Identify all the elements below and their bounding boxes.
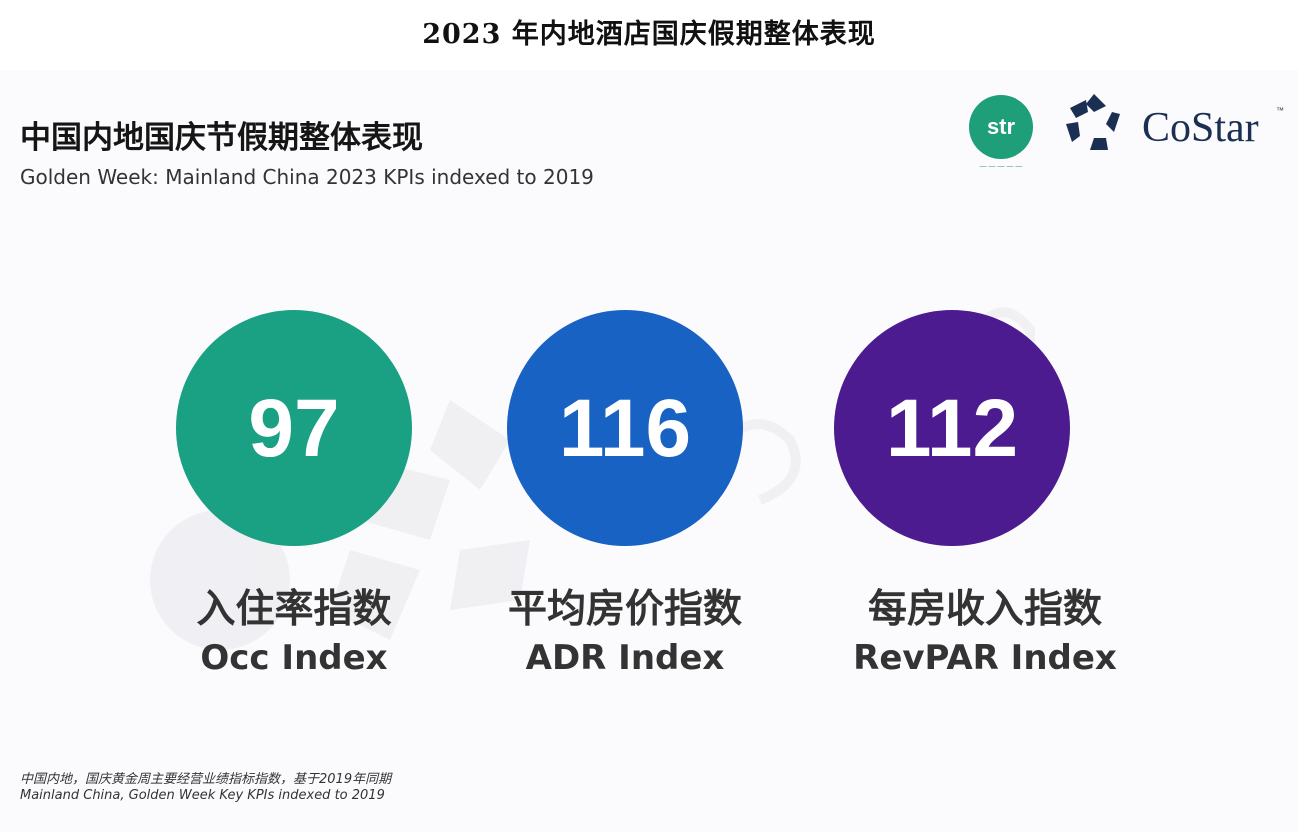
page-title: 2023 年内地酒店国庆假期整体表现 (422, 19, 876, 50)
footnote-en: Mainland China, Golden Week Key KPIs ind… (20, 788, 385, 803)
kpi-value-0: 97 (248, 383, 339, 474)
kpi-label-en-occ: Occ Index (200, 638, 388, 678)
slide: 中国内地国庆节假期整体表现 Golden Week: Mainland Chin… (0, 70, 1298, 832)
kpi-label-cn-occ: 入住率指数 (196, 587, 392, 632)
kpi-circle-2 (834, 310, 1070, 546)
costar-star-icon (1066, 94, 1120, 150)
kpi-value-1: 116 (559, 383, 691, 474)
costar-wordmark: CoStar (1142, 105, 1259, 151)
str-logo-text: str (969, 95, 1033, 159)
kpi-value-2: 112 (886, 383, 1018, 474)
kpi-circle-1 (507, 310, 743, 546)
str-logo-icon: str — — — — — (969, 95, 1033, 177)
str-logo-tag: — — — — — (979, 163, 1023, 170)
footnote-cn: 中国内地，国庆黄金周主要经营业绩指标指数，基于2019年同期 (20, 772, 392, 787)
costar-trademark: ™ (1276, 106, 1284, 115)
costar-logo: CoStar ™ (1062, 92, 1292, 162)
kpi-label-cn-adr: 平均房价指数 (507, 587, 742, 632)
kpi-label-cn-revpar: 每房收入指数 (867, 587, 1102, 632)
slide-title: 中国内地国庆节假期整体表现 (20, 120, 423, 156)
kpi-label-en-adr: ADR Index (525, 638, 725, 678)
kpi-circle-0 (176, 310, 412, 546)
kpi-chart: 97 116 112 (176, 310, 1070, 546)
kpi-label-en-revpar: RevPAR Index (853, 638, 1117, 678)
slide-subtitle: Golden Week: Mainland China 2023 KPIs in… (20, 165, 594, 189)
